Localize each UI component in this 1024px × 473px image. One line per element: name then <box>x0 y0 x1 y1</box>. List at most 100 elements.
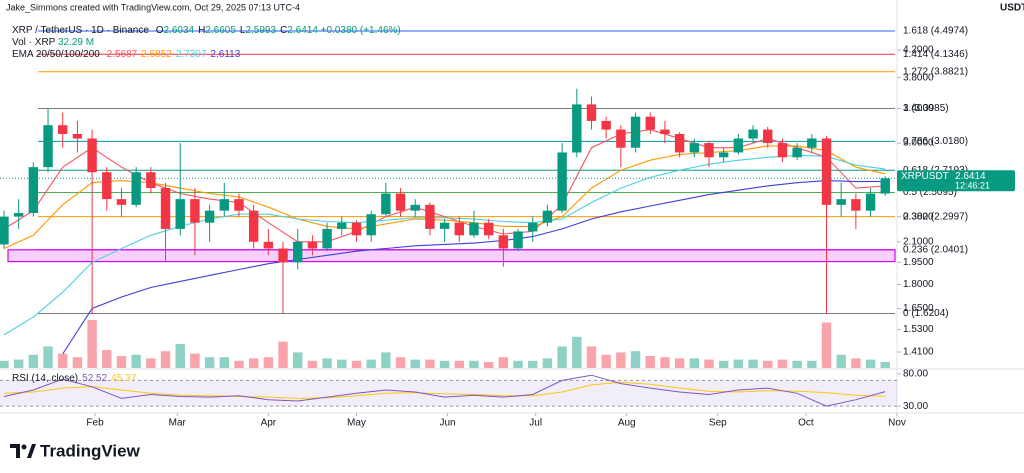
volume-bar <box>116 356 127 368</box>
logo-icon <box>21 444 27 450</box>
volume-bar <box>513 360 523 368</box>
candle-body <box>586 104 597 121</box>
volume-bar <box>880 362 890 368</box>
volume-bar <box>0 360 9 368</box>
volume-bar <box>660 357 670 368</box>
candle-body <box>102 172 112 200</box>
candle-body <box>58 125 68 135</box>
candle-body <box>880 178 890 194</box>
fib-label: 1.272 (3.8821) <box>903 66 968 77</box>
volume-bar <box>689 358 700 368</box>
volume-bar <box>865 359 876 368</box>
volume-bar <box>160 351 171 368</box>
logo-text: TradingView <box>40 441 141 460</box>
legend-ohlc-value: 2.5993 <box>245 25 276 36</box>
volume-bar <box>542 358 553 368</box>
candle-body <box>131 172 141 205</box>
y-tick-label: 1.5300 <box>903 324 934 335</box>
volume-bar <box>777 359 788 368</box>
x-tick-label: Aug <box>618 418 636 429</box>
volume-bar <box>498 357 509 368</box>
candle-body <box>674 134 685 153</box>
candle-body <box>146 172 156 189</box>
candle-body <box>836 199 846 205</box>
candle-body <box>645 116 655 130</box>
legend-ema-value: 2.7307 <box>176 49 207 60</box>
y-tick-label: 1.4100 <box>903 347 934 358</box>
candle-body <box>469 222 479 236</box>
candle-body <box>439 222 450 229</box>
candle-body <box>337 222 347 229</box>
volume-bar <box>851 358 861 368</box>
candle-body <box>483 222 494 236</box>
volume-bar <box>190 353 200 368</box>
candle-body <box>204 210 215 223</box>
volume-bar <box>351 360 362 368</box>
candle-body <box>689 143 700 153</box>
candle-body <box>43 125 53 168</box>
volume-bar <box>821 322 832 368</box>
legend-ohlc-value: 2.6034 <box>163 25 194 36</box>
legend-ema-value: 2.5687 <box>107 49 138 60</box>
volume-bar <box>528 360 538 368</box>
price-tag-value: 2.6414 <box>955 171 986 182</box>
candle-body <box>557 152 567 211</box>
fib-label: 1 (3.3985) <box>903 103 949 114</box>
volume-bar <box>616 352 626 368</box>
candle-body <box>366 214 376 236</box>
candle-body <box>733 138 744 153</box>
rsi-band <box>0 380 897 407</box>
rsi-y-tick-label: 30.00 <box>903 401 928 412</box>
candle-body <box>777 143 788 158</box>
price-tag <box>897 170 1015 192</box>
fib-label: 0.5 (2.5095) <box>903 187 957 198</box>
legend-symbol: XRP / TetherUS · 1D · Binance <box>12 25 149 36</box>
candle-body <box>763 129 773 144</box>
fib-label: 1.618 (4.4974) <box>903 26 968 37</box>
volume-bar <box>718 360 729 368</box>
candle-body <box>748 129 758 139</box>
volume-bar <box>263 357 274 368</box>
legend-ohlc-label: H <box>198 25 205 36</box>
candle-body <box>821 138 832 205</box>
candle-body <box>278 248 288 263</box>
candle-body <box>528 222 538 232</box>
volume-bar <box>454 360 464 368</box>
legend-ohlc: O2.6034 H2.6605 L2.5993 C2.6414 <box>156 25 319 36</box>
candle-body <box>263 241 274 249</box>
volume-bar <box>58 353 68 368</box>
x-tick-label: Jul <box>529 418 542 429</box>
volume-bar <box>293 352 303 368</box>
volume-bar <box>395 357 406 368</box>
price-tag-symbol: XRPUSDT <box>901 171 949 182</box>
legend-ohlc-label: C <box>280 25 287 36</box>
volume-bar <box>131 354 141 368</box>
volume-bar <box>601 354 611 368</box>
volume-bar <box>792 360 802 368</box>
legend-ema-name: EMA 20/50/100/200 <box>12 49 100 60</box>
legend-ohlc-label: O <box>156 25 164 36</box>
candle-body <box>13 213 24 217</box>
y-tick-label: 2.1000 <box>903 236 934 247</box>
volume-bar <box>234 360 244 368</box>
candle-body <box>322 228 332 249</box>
volume-bar <box>204 357 215 368</box>
legend-ema-line: EMA 20/50/100/200 2.5687 2.6852 2.7307 2.61… <box>12 49 241 60</box>
x-tick-label: Oct <box>798 418 814 429</box>
volume-bar <box>146 358 156 368</box>
candle-body <box>513 231 523 249</box>
rsi-legend-ma: 45.37 <box>111 373 136 384</box>
legend-ohlc-label: L <box>240 25 246 36</box>
candle-body <box>307 241 318 249</box>
candle-body <box>395 193 406 211</box>
volume-bar <box>425 359 435 368</box>
volume-bar <box>13 359 24 368</box>
candle-body <box>851 199 861 211</box>
volume-bar <box>337 359 347 368</box>
volume-bar <box>807 360 817 368</box>
volume-bar <box>836 354 846 368</box>
legend-volume-name: Vol · XRP <box>12 37 56 48</box>
x-tick-label: Feb <box>86 418 104 429</box>
highlight-zone <box>7 249 896 263</box>
